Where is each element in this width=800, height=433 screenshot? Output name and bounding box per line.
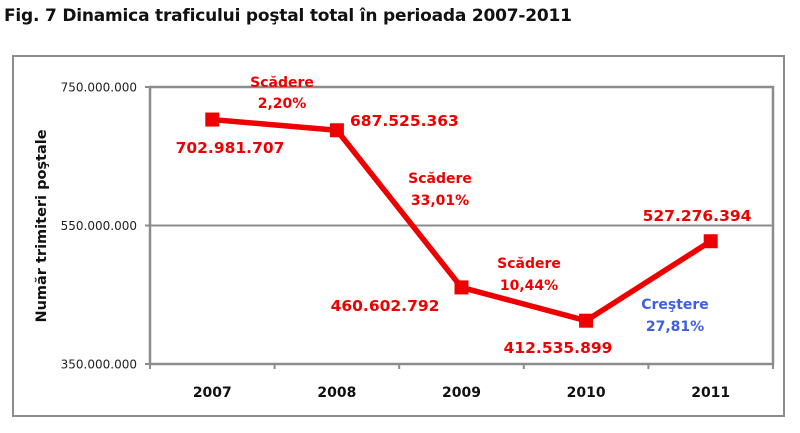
data-point-marker [329, 123, 344, 138]
x-tick-label: 2010 [567, 385, 606, 401]
data-point-marker [579, 313, 594, 328]
value-label: 702.981.707 [176, 139, 285, 157]
change-annotation-value: 10,44% [500, 278, 558, 294]
y-tick-label: 550.000.000 [61, 219, 137, 233]
change-annotation-value: 33,01% [411, 193, 469, 209]
change-annotation-value: 2,20% [258, 96, 307, 112]
x-tick-label: 2008 [317, 385, 356, 401]
change-annotation-value: 27,81% [646, 319, 704, 335]
x-tick-label: 2007 [193, 385, 232, 401]
value-label: 412.535.899 [504, 339, 613, 357]
x-tick-label: 2009 [442, 385, 481, 401]
chart-frame [12, 55, 785, 417]
data-point-marker [205, 112, 220, 127]
y-tick-label: 350.000.000 [61, 358, 137, 372]
value-label: 687.525.363 [350, 112, 459, 130]
x-tick-label: 2011 [691, 385, 730, 401]
y-axis-label: Număr trimiteri poştale [34, 129, 50, 322]
data-point-marker [703, 234, 718, 249]
figure-title: Fig. 7 Dinamica traficului poştal total … [4, 6, 572, 26]
change-annotation-label: Creştere [641, 297, 709, 313]
change-annotation-label: Scădere [408, 171, 472, 187]
data-point-marker [454, 280, 469, 295]
change-annotation-label: Scădere [250, 75, 314, 91]
value-label: 460.602.792 [331, 297, 440, 315]
y-tick-label: 750.000.000 [61, 81, 137, 95]
change-annotation-label: Scădere [497, 256, 561, 272]
value-label: 527.276.394 [643, 207, 752, 225]
